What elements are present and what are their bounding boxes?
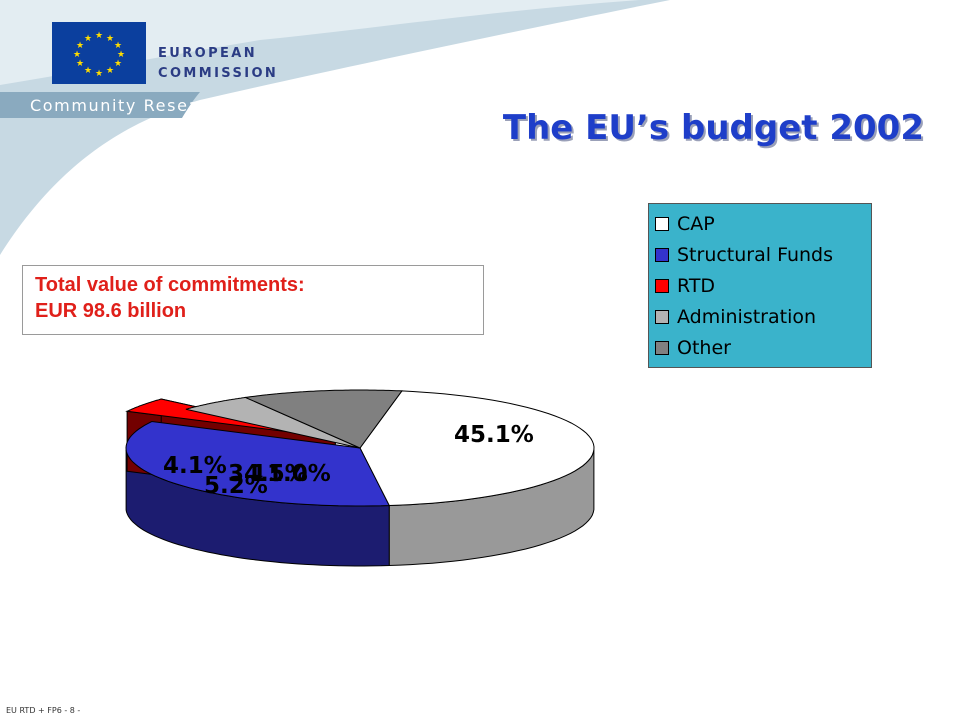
legend-label-administration: Administration xyxy=(677,305,817,328)
legend-item-other: Other xyxy=(655,332,871,363)
pie-slice-cap xyxy=(359,390,595,507)
pie-label-cap: 45.1% xyxy=(454,422,534,448)
commitments-summary-box: Total value of commitments: EUR 98.6 bil… xyxy=(22,265,484,335)
svg-text:★: ★ xyxy=(76,59,84,69)
pie-label-rtd: 4.1% xyxy=(163,453,227,479)
legend-item-rtd: RTD xyxy=(655,270,871,301)
svg-text:★: ★ xyxy=(73,50,81,60)
legend-label-rtd: RTD xyxy=(677,274,716,297)
department-name: Community Research xyxy=(30,96,230,115)
commitments-label: Total value of commitments: xyxy=(35,274,305,296)
slide-title: The EU’s budget 2002 xyxy=(502,108,924,148)
svg-text:★: ★ xyxy=(84,66,92,76)
pie-label-administration: 5.2% xyxy=(204,473,268,499)
pie-slice-structural-funds xyxy=(125,420,391,507)
pie-slice-other xyxy=(243,389,403,449)
pie-chart xyxy=(125,389,595,567)
slide-footer: EU RTD + FP6 - 8 - xyxy=(6,706,81,715)
legend-swatch-rtd xyxy=(655,278,669,293)
svg-text:★: ★ xyxy=(76,41,84,51)
pie-label-structural-funds: 34.5% xyxy=(228,461,308,487)
svg-text:★: ★ xyxy=(95,31,103,41)
pie-label-other: 11.0% xyxy=(251,461,331,487)
commitments-value: EUR 98.6 billion xyxy=(35,300,187,322)
legend-swatch-administration xyxy=(655,309,669,324)
svg-text:★: ★ xyxy=(117,50,125,60)
svg-text:★: ★ xyxy=(114,59,122,69)
svg-text:★: ★ xyxy=(95,69,103,79)
legend-label-other: Other xyxy=(677,336,731,359)
svg-text:★: ★ xyxy=(106,34,114,44)
svg-text:★: ★ xyxy=(114,41,122,51)
legend-swatch-cap xyxy=(655,216,669,231)
legend-swatch-other xyxy=(655,340,669,355)
org-name-line2: COMMISSION xyxy=(158,66,279,81)
legend-label-structural-funds: Structural Funds xyxy=(677,243,834,266)
svg-text:★: ★ xyxy=(106,66,114,76)
legend-label-cap: CAP xyxy=(677,212,715,235)
legend-item-structural-funds: Structural Funds xyxy=(655,239,871,270)
legend-item-cap: CAP xyxy=(655,208,871,239)
svg-text:★: ★ xyxy=(84,34,92,44)
org-name-line1: EUROPEAN xyxy=(158,46,258,61)
legend-swatch-structural-funds xyxy=(655,247,669,262)
legend-item-administration: Administration xyxy=(655,301,871,332)
pie-slice-administration xyxy=(185,396,361,449)
chart-legend: CAP Structural Funds RTD Administration Othe… xyxy=(648,203,872,368)
eu-flag-logo: ★ ★ ★ ★ ★ ★ ★ ★ ★ ★ ★ ★ xyxy=(52,22,146,84)
header-swoosh-background xyxy=(0,0,670,255)
